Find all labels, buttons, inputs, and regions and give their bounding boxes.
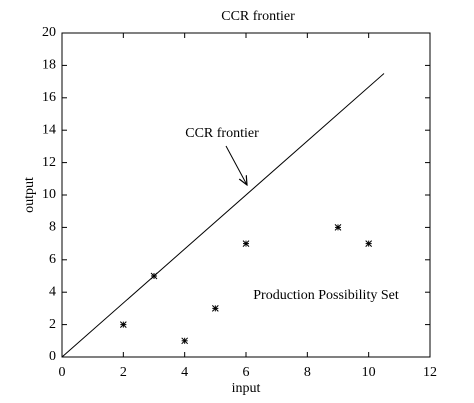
- frontier-line: [61, 73, 385, 358]
- y-tick-label: 16: [42, 90, 56, 105]
- marker-stroke: [181, 337, 189, 345]
- x-tick-label: 4: [181, 365, 188, 380]
- marker-stroke: [365, 240, 373, 247]
- data-point: [119, 321, 127, 328]
- x-tick-label: 0: [59, 365, 66, 380]
- x-tick-label: 2: [120, 365, 127, 380]
- annotation-arrow: [225, 145, 247, 185]
- x-axis-label: input: [232, 381, 261, 396]
- y-tick-label: 20: [42, 25, 56, 40]
- y-tick-label: 0: [49, 349, 56, 364]
- chart-title: CCR frontier: [221, 9, 295, 24]
- y-tick-label: 6: [49, 252, 56, 267]
- y-tick-label: 18: [42, 58, 56, 73]
- data-point: [211, 305, 219, 312]
- y-tick-label: 12: [42, 155, 56, 170]
- data-point: [334, 224, 342, 231]
- x-tick-label: 12: [423, 365, 437, 380]
- annotation: CCR frontier: [185, 126, 259, 141]
- data-point: [242, 240, 250, 247]
- x-tick-label: 10: [362, 365, 376, 380]
- annotation: Production Possibility Set: [253, 288, 399, 303]
- marker-stroke: [119, 321, 127, 328]
- y-tick-label: 10: [42, 187, 56, 202]
- x-tick-label: 8: [304, 365, 311, 380]
- y-tick-label: 2: [49, 317, 56, 332]
- y-axis-label: output: [22, 177, 37, 213]
- data-point: [365, 240, 373, 247]
- y-tick-label: 14: [42, 122, 56, 137]
- y-tick-label: 4: [49, 284, 56, 299]
- data-point: [150, 272, 158, 280]
- data-point: [181, 337, 189, 345]
- marker-stroke: [242, 240, 250, 247]
- marker-stroke: [211, 305, 219, 312]
- marker-stroke: [334, 224, 342, 231]
- y-tick-label: 8: [49, 220, 56, 235]
- x-tick-label: 6: [243, 365, 250, 380]
- marker-stroke: [150, 272, 158, 280]
